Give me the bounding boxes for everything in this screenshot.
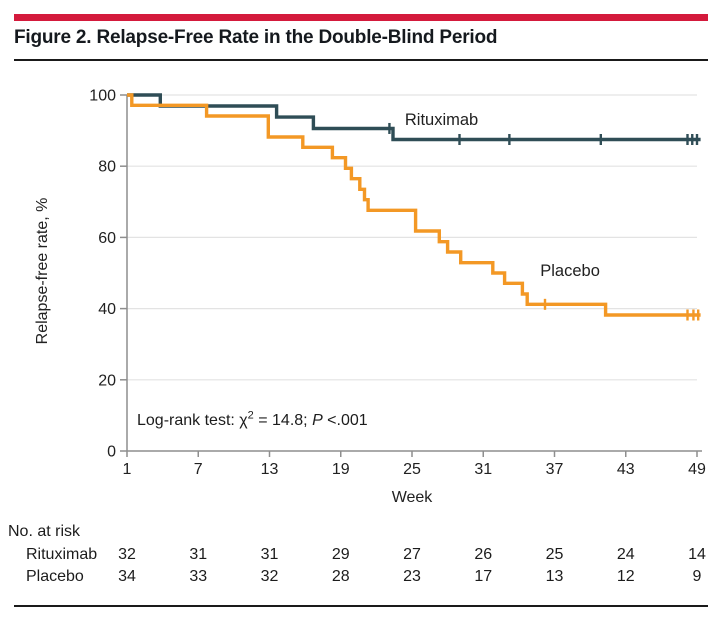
accent-bar — [14, 14, 708, 21]
title-divider — [14, 59, 708, 61]
x-tick-label: 31 — [474, 461, 492, 478]
x-tick-label: 43 — [617, 461, 635, 478]
at-risk-value: 25 — [545, 546, 564, 563]
at-risk-value: 23 — [403, 568, 421, 585]
at-risk-value: 9 — [692, 568, 702, 585]
x-axis-title: Week — [392, 489, 434, 506]
at-risk-value: 14 — [688, 546, 706, 563]
placebo-curve — [127, 93, 701, 317]
y-tick-label: 0 — [107, 444, 116, 461]
x-tick-label: 49 — [688, 461, 706, 478]
x-tick-label: 13 — [261, 461, 279, 478]
figure-title: Figure 2. Relapse-Free Rate in the Doubl… — [14, 27, 498, 48]
at-risk-value: 33 — [189, 568, 208, 585]
at-risk-value: 32 — [260, 568, 279, 585]
y-tick-label: 40 — [98, 301, 116, 318]
y-tick-label: 60 — [98, 230, 116, 247]
series-label-rituximab: Rituximab — [405, 111, 478, 129]
x-tick-label: 25 — [403, 461, 421, 478]
y-axis-title: Relapse-free rate, % — [34, 198, 51, 345]
x-tick-label: 7 — [194, 461, 203, 478]
at-risk-header: No. at risk — [8, 523, 81, 540]
at-risk-value: 13 — [545, 568, 564, 585]
at-risk-value: 12 — [616, 568, 635, 585]
logrank-text: Log-rank test: χ — [137, 412, 248, 429]
x-tick-label: 19 — [332, 461, 350, 478]
y-tick-label: 80 — [98, 159, 116, 176]
at-risk-value: 26 — [474, 546, 493, 563]
logrank-annotation: Log-rank test: χ2 = 14.8; P <.001 — [137, 409, 368, 430]
at-risk-value: 27 — [403, 546, 421, 563]
logrank-superscript: 2 — [247, 409, 254, 422]
y-tick-label: 100 — [89, 88, 116, 105]
x-tick-label: 1 — [123, 461, 132, 478]
series-label-placebo: Placebo — [540, 262, 600, 280]
at-risk-value: 17 — [474, 568, 493, 585]
at-risk-row-label: Placebo — [26, 568, 84, 585]
bottom-divider — [14, 605, 708, 607]
rituximab-curve — [127, 93, 701, 142]
at-risk-value: 29 — [331, 546, 350, 563]
logrank-p-symbol: P — [312, 412, 323, 429]
logrank-text: <.001 — [322, 412, 368, 429]
at-risk-value: 32 — [118, 546, 136, 563]
at-risk-value: 28 — [331, 568, 350, 585]
at-risk-value: 24 — [616, 546, 635, 563]
at-risk-row-label: Rituximab — [26, 546, 98, 563]
at-risk-value: 31 — [260, 546, 279, 563]
at-risk-value: 31 — [189, 546, 208, 563]
y-tick-label: 20 — [98, 372, 116, 389]
x-tick-label: 37 — [546, 461, 564, 478]
logrank-text: = 14.8; — [253, 412, 313, 429]
at-risk-value: 34 — [118, 568, 136, 585]
